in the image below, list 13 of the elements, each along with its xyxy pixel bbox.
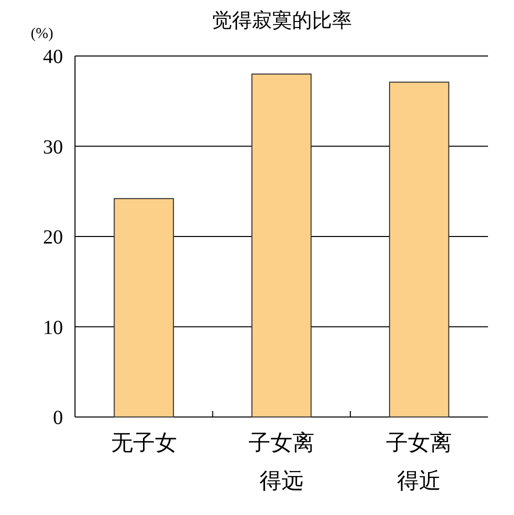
x-tick-label: 无子女 (110, 431, 177, 456)
x-tick-label: 子女离得近 (386, 431, 452, 494)
chart-title: 觉得寂寞的比率 (212, 8, 352, 32)
y-tick-label: 0 (53, 407, 63, 429)
bar (389, 82, 450, 418)
y-tick-label: 10 (43, 316, 63, 339)
bar (114, 198, 174, 418)
y-axis-title: (%) (30, 26, 54, 42)
y-tick-label: 30 (43, 136, 63, 158)
bar (251, 74, 312, 418)
x-tick-label: 子女离得远 (248, 431, 314, 494)
y-tick-label: 20 (43, 226, 63, 248)
y-tick-label: 40 (43, 46, 63, 68)
